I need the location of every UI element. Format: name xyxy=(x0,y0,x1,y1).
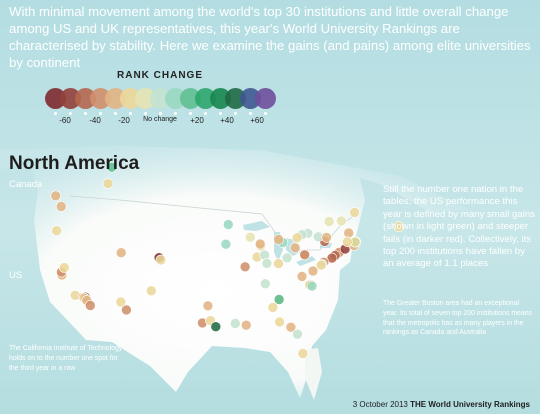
intro-text: With minimal movement among the world's … xyxy=(9,4,531,70)
university-marker[interactable] xyxy=(321,232,332,243)
university-marker[interactable] xyxy=(55,201,67,212)
university-marker[interactable] xyxy=(306,280,318,292)
legend-label-plus-60: +60 xyxy=(250,116,264,125)
university-marker[interactable] xyxy=(85,300,96,311)
legend-label-no-change: No change xyxy=(143,116,177,123)
country-label-us: US xyxy=(9,270,23,281)
university-marker[interactable] xyxy=(259,278,271,290)
legend-tick-dot xyxy=(174,112,177,115)
university-marker[interactable] xyxy=(115,296,127,308)
university-marker[interactable] xyxy=(267,302,279,313)
legend-tick-dot xyxy=(234,112,237,115)
country-label-canada: Canada xyxy=(9,179,43,190)
university-marker[interactable] xyxy=(343,227,355,239)
university-marker[interactable] xyxy=(223,219,234,230)
university-marker[interactable] xyxy=(202,300,214,312)
legend-swatch xyxy=(255,88,276,109)
university-marker[interactable] xyxy=(254,238,266,250)
university-marker[interactable] xyxy=(323,216,335,227)
boston-note: The Greater Boston area had an exception… xyxy=(383,300,532,337)
legend-tick-dot xyxy=(249,112,252,115)
university-marker[interactable] xyxy=(220,238,232,250)
university-marker[interactable] xyxy=(155,254,167,266)
university-marker[interactable] xyxy=(245,231,256,243)
university-marker[interactable] xyxy=(102,178,114,189)
university-marker[interactable] xyxy=(297,348,309,359)
legend-tick-dot xyxy=(204,112,207,115)
university-marker[interactable] xyxy=(106,161,118,173)
university-marker[interactable] xyxy=(210,321,222,333)
university-marker[interactable] xyxy=(261,258,273,269)
university-marker[interactable] xyxy=(342,236,353,248)
footer-publication: THE World University Rankings xyxy=(410,400,530,409)
legend-label-plus-40: +40 xyxy=(220,116,234,125)
university-marker[interactable] xyxy=(307,265,319,277)
university-marker[interactable] xyxy=(296,271,308,282)
legend-tick-dot xyxy=(54,112,57,115)
university-marker[interactable] xyxy=(273,294,285,305)
us-summary-note: Still the number one nation in the table… xyxy=(383,184,535,270)
legend-tick-dot xyxy=(84,112,87,115)
legend-tick-dot xyxy=(219,112,222,115)
university-marker[interactable] xyxy=(274,316,285,328)
university-marker[interactable] xyxy=(240,319,252,331)
university-marker[interactable] xyxy=(59,262,70,273)
florida-peninsula xyxy=(305,348,322,400)
legend-tick-dot xyxy=(129,112,132,115)
university-marker[interactable] xyxy=(335,215,347,227)
legend-label-minus-60: -60 xyxy=(59,116,71,125)
legend-tick-dot xyxy=(114,112,117,115)
legend-label-minus-40: -40 xyxy=(89,116,101,125)
legend-tick-dot xyxy=(69,112,72,115)
legend-tick-dot xyxy=(144,112,147,115)
legend-label-minus-20: -20 xyxy=(118,116,130,125)
legend-tick-dot xyxy=(189,112,192,115)
university-marker[interactable] xyxy=(289,242,301,254)
university-marker[interactable] xyxy=(50,190,62,202)
footer-date: 3 October 2013 xyxy=(352,400,408,409)
legend-label-plus-20: +20 xyxy=(190,116,204,125)
legend-tick-dot xyxy=(159,112,162,115)
university-marker[interactable] xyxy=(285,321,297,333)
university-marker[interactable] xyxy=(273,234,284,245)
university-marker[interactable] xyxy=(281,252,293,264)
university-marker[interactable] xyxy=(315,259,327,271)
legend-title: RANK CHANGE xyxy=(117,70,203,81)
university-marker[interactable] xyxy=(121,304,132,316)
university-marker[interactable] xyxy=(291,232,303,243)
university-marker[interactable] xyxy=(273,258,284,269)
university-marker[interactable] xyxy=(146,285,157,297)
university-markers xyxy=(50,161,405,359)
caltech-note: The California Institute of Technology h… xyxy=(9,345,123,372)
university-marker[interactable] xyxy=(51,225,63,236)
legend-tick-dot xyxy=(264,112,267,115)
university-marker[interactable] xyxy=(230,318,241,329)
university-marker[interactable] xyxy=(292,328,303,340)
footer-credit: 3 October 2013 THE World University Rank… xyxy=(353,400,530,409)
university-marker[interactable] xyxy=(239,261,251,273)
university-marker[interactable] xyxy=(393,221,405,232)
university-marker[interactable] xyxy=(299,249,311,261)
legend-tick-dot xyxy=(99,112,102,115)
university-marker[interactable] xyxy=(115,247,127,258)
university-marker[interactable] xyxy=(349,207,360,218)
region-title: North America xyxy=(9,153,140,174)
